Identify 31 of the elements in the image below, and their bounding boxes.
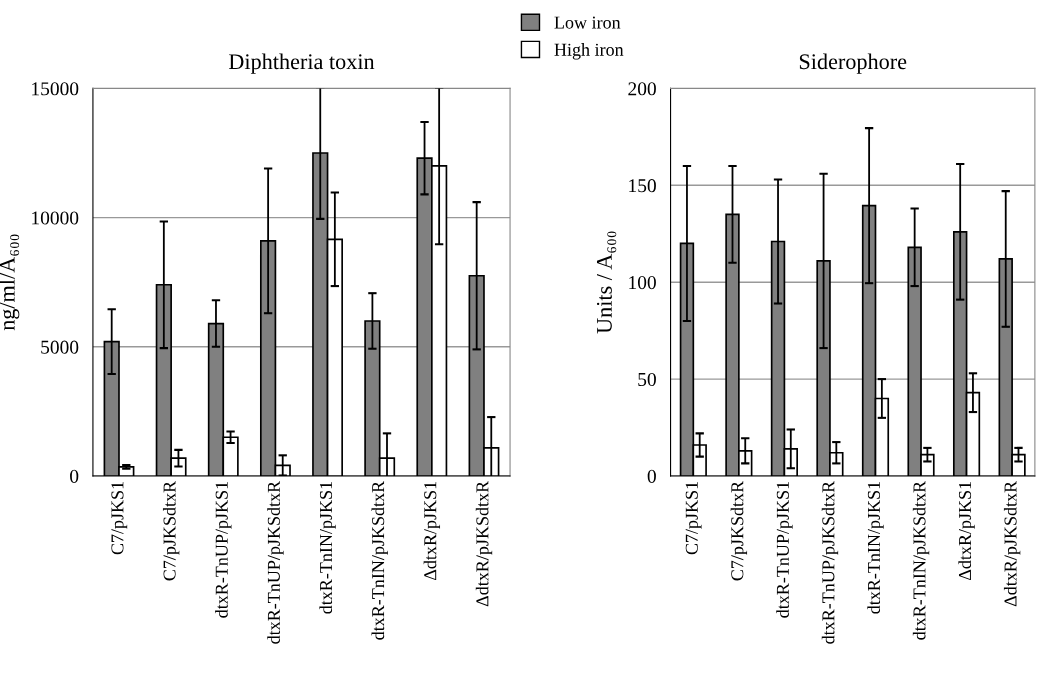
legend-label: High iron [554, 43, 624, 60]
x-tick-label: ΔdtxR/pJKS1 [958, 481, 975, 581]
y-tick-label: 5000 [41, 340, 79, 354]
y-axis-title: ng/ml/A₆₀₀ [0, 234, 20, 331]
x-tick-label: dtxR-TnUP/pJKS1 [215, 481, 232, 618]
y-tick-label: 100 [629, 276, 656, 290]
x-tick-label: dtxR-TnIN/pJKSdtxR [371, 480, 388, 640]
x-tick-label: ΔdtxR/pJKSdtxR [475, 480, 493, 607]
y-tick-label: 150 [629, 179, 656, 193]
x-tick-label: dtxR-TnIN/pJKS1 [867, 481, 884, 614]
x-tick-label: dtxR-TnUP/pJKSdtxR [821, 480, 839, 644]
y-tick-label: 0 [647, 469, 656, 483]
x-tick-label: C7/pJKS1 [111, 481, 128, 555]
chart-title: Siderophore [799, 53, 907, 74]
x-tick-label: dtxR-TnUP/pJKS1 [776, 481, 793, 618]
x-tick-label: dtxR-TnIN/pJKSdtxR [912, 480, 930, 640]
x-tick-label: dtxR-TnIN/pJKS1 [319, 481, 336, 614]
y-tick-label: 15000 [32, 82, 79, 96]
chart-title: Diphtheria toxin [228, 53, 375, 74]
y-tick-label: 0 [70, 469, 79, 483]
y-axis-title: Units / A₆₀₀ [596, 231, 617, 334]
y-tick-label: 50 [638, 372, 656, 387]
y-tick-label: 10000 [32, 211, 79, 225]
x-tick-label: ΔdtxR/pJKSdtxR [1003, 480, 1021, 607]
y-tick-label: 200 [628, 82, 656, 96]
x-tick-label: C7/pJKSdtxR [162, 480, 180, 581]
x-tick-label: ΔdtxR/pJKS1 [423, 481, 441, 581]
x-tick-label: dtxR-TnUP/pJKSdtxR [267, 480, 284, 644]
legend-label: Low iron [554, 16, 621, 29]
x-tick-label: C7/pJKSdtxR [730, 480, 748, 581]
x-tick-label: C7/pJKS1 [685, 481, 702, 555]
